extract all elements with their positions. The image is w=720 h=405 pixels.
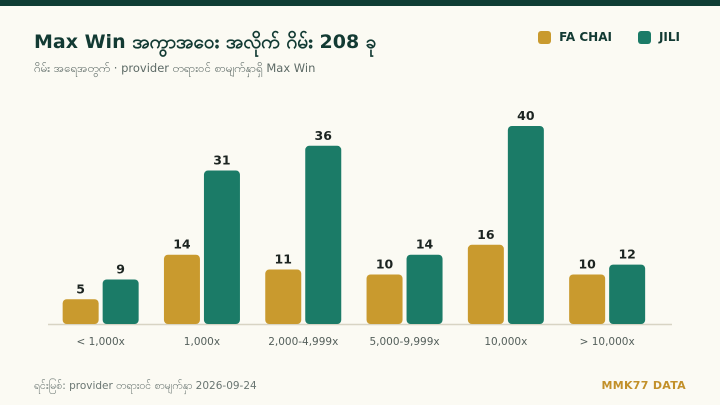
value-label-fa-chai-0: 5 <box>76 281 85 296</box>
page-title: Max Win အကွာအဝေး အလိုက် ဂိမ်း 208 ခု <box>34 31 377 53</box>
bar-fa-chai-1 <box>163 254 200 324</box>
bar-fa-chai-3 <box>366 274 403 324</box>
bar-jili-1 <box>203 170 240 324</box>
value-label-fa-chai-5: 10 <box>578 257 596 272</box>
bar-fa-chai-2 <box>265 269 302 324</box>
legend-label-fa-chai: FA CHAI <box>559 30 612 44</box>
bar-fa-chai-4 <box>467 244 504 324</box>
value-label-jili-5: 12 <box>618 247 635 262</box>
bar-jili-0 <box>102 279 139 324</box>
value-label-jili-4: 40 <box>517 108 535 123</box>
legend-label-jili: JILI <box>658 30 680 44</box>
value-label-jili-0: 9 <box>116 261 125 276</box>
value-label-fa-chai-4: 16 <box>477 227 495 242</box>
bar-fa-chai-0 <box>62 299 99 324</box>
value-label-fa-chai-3: 10 <box>376 257 394 272</box>
bar-jili-2 <box>305 145 342 324</box>
bar-jili-3 <box>406 254 443 324</box>
x-tick-label-0: < 1,000x <box>76 336 124 348</box>
x-tick-label-4: 10,000x <box>484 336 527 348</box>
value-label-fa-chai-2: 11 <box>275 252 292 267</box>
x-tick-label-5: > 10,000x <box>580 336 635 348</box>
x-tick-label-1: 1,000x <box>184 336 220 348</box>
legend-item-fa-chai: FA CHAI <box>538 30 612 44</box>
value-label-fa-chai-1: 14 <box>173 237 191 252</box>
source-note: ရင်းမြစ်: provider တရားဝင် စာမျက်နှာ 202… <box>34 380 257 392</box>
bar-jili-5 <box>609 264 646 324</box>
bar-fa-chai-5 <box>569 274 606 324</box>
x-tick-label-3: 5,000-9,999x <box>369 336 439 348</box>
value-label-jili-1: 31 <box>213 153 230 168</box>
brand-label: MMK77 DATA <box>601 379 686 392</box>
legend-swatch-fa-chai <box>538 30 552 44</box>
chart-legend: FA CHAI JILI <box>538 30 680 44</box>
page-subtitle: ဂိမ်း အရေအတွက် · provider တရားဝင် စာမျက်… <box>34 61 316 75</box>
x-tick-label-2: 2,000-4,999x <box>268 336 338 348</box>
chart-card: Max Win အကွာအဝေး အလိုက် ဂိမ်း 208 ခု ဂိမ… <box>0 6 720 405</box>
value-label-jili-2: 36 <box>315 128 333 143</box>
value-label-jili-3: 14 <box>416 237 434 252</box>
bar-jili-4 <box>507 126 544 324</box>
legend-swatch-jili <box>637 30 651 44</box>
legend-item-jili: JILI <box>637 30 680 44</box>
